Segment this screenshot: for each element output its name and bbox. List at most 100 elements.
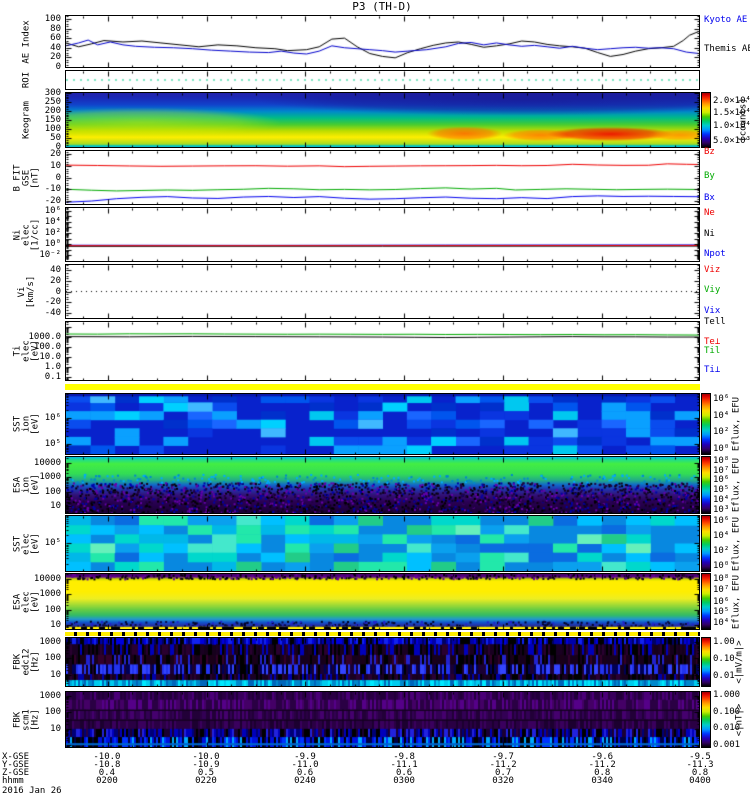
y-tick-label: -10 <box>44 184 61 195</box>
x-tick-value: -11.1 <box>390 760 418 770</box>
colorbar-tick-label: 10⁰ <box>713 561 730 572</box>
y-tick-label: 10⁶ <box>44 412 61 423</box>
colorbar-caption-sst_ion: Eflux, EFU <box>731 396 742 452</box>
y-tick-label: 100 <box>44 13 61 24</box>
y-tick-label: 0 <box>55 172 61 183</box>
legend-label-Tell: Tell <box>704 317 726 328</box>
x-tick-value: -9.5 <box>689 752 711 762</box>
colorbar-tick-label: 0.01 <box>713 671 735 681</box>
colorbar-tick-label: 10³ <box>713 504 730 515</box>
panel-teti <box>65 321 700 381</box>
y-tick-label: 150 <box>44 115 61 125</box>
x-tick-value: 0240 <box>294 776 316 786</box>
y-tick-label: 1000 <box>39 472 61 483</box>
x-tick-value: 0300 <box>393 776 415 786</box>
colorbar-tick-label: 10⁵ <box>713 485 730 496</box>
legend-label-ThemisAE: Themis AE <box>704 43 750 54</box>
y-tick-label: 40 <box>50 42 61 53</box>
colorbar-sst_ion <box>701 393 711 455</box>
colorbar-tick-label: 10⁷ <box>713 465 730 476</box>
colorbar-tick-label: 10⁵ <box>713 607 730 618</box>
x-tick-value: -10.9 <box>192 760 220 770</box>
legend-label-Vix: Vix <box>704 305 721 316</box>
y-axis-label-roi: ROI <box>21 71 32 89</box>
colorbar-tick-label: 0.10 <box>713 654 735 664</box>
y-tick-label: 10⁵ <box>44 538 61 549</box>
x-tick-value: 0200 <box>96 776 118 786</box>
x-tick-value: 0400 <box>689 776 711 786</box>
y-tick-label: 10 <box>50 160 61 171</box>
y-tick-label: 0 <box>55 142 61 152</box>
line-plot-teti <box>66 322 699 380</box>
y-tick-label: 10⁻² <box>39 250 61 261</box>
y-tick-label: 10.0 <box>39 351 61 362</box>
colorbar-tick-label: 10⁷ <box>713 585 730 596</box>
x-tick-value: -11.2 <box>489 760 517 770</box>
colorbar-tick-label: 10⁸ <box>713 455 730 466</box>
colorbar-tick-label: 10² <box>713 427 730 438</box>
legend-label-Bx: Bx <box>704 192 715 203</box>
y-tick-label: 1000 <box>39 636 61 647</box>
y-tick-label: 10 <box>50 501 61 512</box>
y-tick-label: 20 <box>50 275 61 286</box>
x-tick-value: 0.8 <box>594 768 611 778</box>
x-tick-value: -9.9 <box>294 752 316 762</box>
x-tick-value: -11.2 <box>588 760 616 770</box>
colorbar-tick-label: 2.0×10⁴ <box>713 95 750 106</box>
y-tick-label: 100 <box>44 486 61 497</box>
legend-label-Te: Te⊥ <box>704 337 721 347</box>
y-tick-label: 80 <box>50 23 61 34</box>
colorbar-tick-label: 10⁴ <box>713 410 730 421</box>
x-tick-value: 0.6 <box>395 768 413 778</box>
y-tick-label: -20 <box>44 297 61 308</box>
x-tick-value: -9.7 <box>492 752 514 762</box>
y-tick-label: 1.0 <box>44 361 61 372</box>
panel-ae <box>65 15 700 68</box>
colorbar-tick-label: 10⁴ <box>713 495 730 506</box>
x-tick-value: 0320 <box>492 776 514 786</box>
colorbar-caption-sst_elec: Eflux, EFU <box>731 516 742 571</box>
legend-label-Til: Til <box>704 346 721 356</box>
line-plot-ae <box>66 16 699 67</box>
y-tick-label: 1000 <box>39 589 61 600</box>
y-tick-label: 10⁰ <box>44 239 61 250</box>
x-tick-value: -10.0 <box>192 752 220 762</box>
y-tick-label: 10² <box>44 228 61 239</box>
x-tick-value: 0.8 <box>691 768 709 778</box>
colorbar-sst_elec <box>701 515 711 572</box>
colorbar-tick-label: 1.00 <box>713 637 735 647</box>
y-tick-label: 10⁴ <box>44 216 61 227</box>
line-plot-ni <box>66 208 699 261</box>
striped-separator <box>65 632 700 636</box>
y-tick-label: 10000 <box>33 457 61 468</box>
x-tick-value: 0.6 <box>296 768 314 778</box>
panel-bfit <box>65 150 700 205</box>
y-tick-label: -20 <box>44 196 61 207</box>
y-tick-label: 50 <box>50 133 61 143</box>
colorbar-caption-keo: [counts] <box>738 98 749 142</box>
y-tick-label: 1000 <box>39 690 61 701</box>
colorbar-tick-label: 10⁶ <box>713 596 730 607</box>
legend-label-Npot: Npot <box>704 248 726 259</box>
colorbar-tick-label: 10⁶ <box>713 394 730 405</box>
legend-label-Ti: Ti⊥ <box>704 365 721 376</box>
x-tick-value: 0340 <box>591 776 614 786</box>
colorbar-tick-label: 10⁸ <box>713 573 730 584</box>
y-tick-label: 200 <box>44 106 61 116</box>
spectrogram-sst_ion <box>66 394 699 454</box>
legend-label-Ne: Ne <box>704 207 715 218</box>
y-tick-label: 20 <box>50 148 61 159</box>
colorbar-tick-label: 10⁶ <box>713 475 730 486</box>
colorbar-caption-esa_ion: Eflux, EFU <box>731 457 742 513</box>
spectrogram-fbk_e <box>66 638 699 686</box>
y-tick-label: 0 <box>55 62 61 72</box>
colorbar-caption-fbk_e: <|mV/m|> <box>734 640 745 684</box>
colorbar-esa_elec <box>701 573 711 630</box>
x-axis-row-label: X-GSE <box>2 752 30 762</box>
x-tick-value: 0.4 <box>98 768 116 778</box>
colorbar-keo <box>701 92 711 148</box>
spectrogram-esa_elec <box>66 574 699 629</box>
x-tick-value: -11.0 <box>291 760 319 770</box>
colorbar-tick-label: 0.100 <box>713 706 741 717</box>
